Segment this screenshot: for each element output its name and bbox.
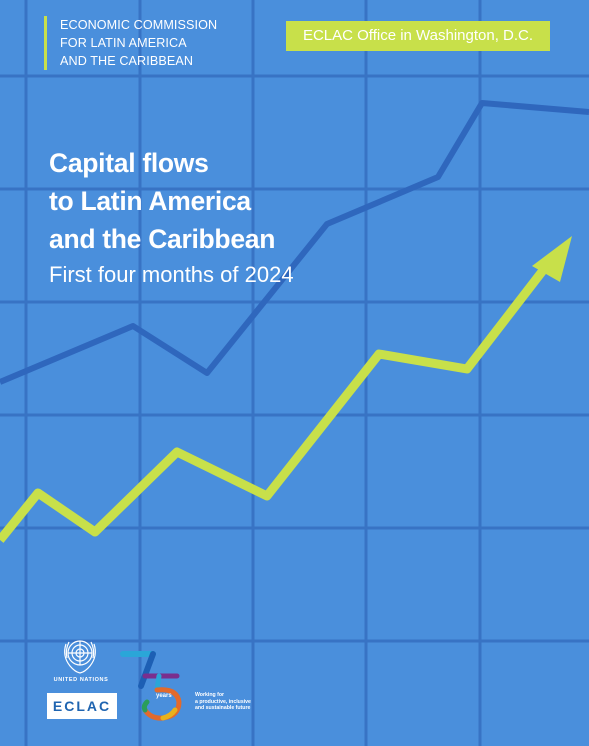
org-name-line: AND THE CARIBBEAN: [60, 54, 194, 68]
title-line: to Latin America: [49, 186, 251, 216]
title-block: Capital flows to Latin America and the C…: [49, 144, 294, 290]
subtitle: First four months of 2024: [49, 262, 294, 287]
organization-name: ECONOMIC COMMISSION FOR LATIN AMERICA AN…: [44, 16, 217, 70]
dark-trend-line: [0, 100, 589, 385]
tagline-line: Working for: [195, 692, 225, 698]
anniversary-tagline: Working for a productive, inclusive and …: [195, 692, 251, 712]
org-name-line: ECONOMIC COMMISSION: [60, 18, 218, 32]
un-label: UNITED NATIONS: [53, 677, 109, 683]
org-name-line: FOR LATIN AMERICA: [60, 36, 187, 50]
tagline-line: a productive, inclusive: [195, 698, 251, 705]
anniversary-75-logo: [120, 651, 182, 721]
lime-arrow-line: [0, 257, 555, 543]
anniversary-years-label: years: [156, 693, 172, 699]
eclac-logo: ECLAC: [47, 693, 117, 719]
tagline-line: and sustainable future: [195, 705, 251, 712]
title-line: and the Caribbean: [49, 224, 276, 254]
title-line: Capital flows: [49, 148, 209, 178]
office-badge: ECLAC Office in Washington, D.C.: [286, 21, 550, 51]
arrow-head-icon: [532, 236, 572, 282]
un-emblem-icon: [64, 640, 96, 674]
